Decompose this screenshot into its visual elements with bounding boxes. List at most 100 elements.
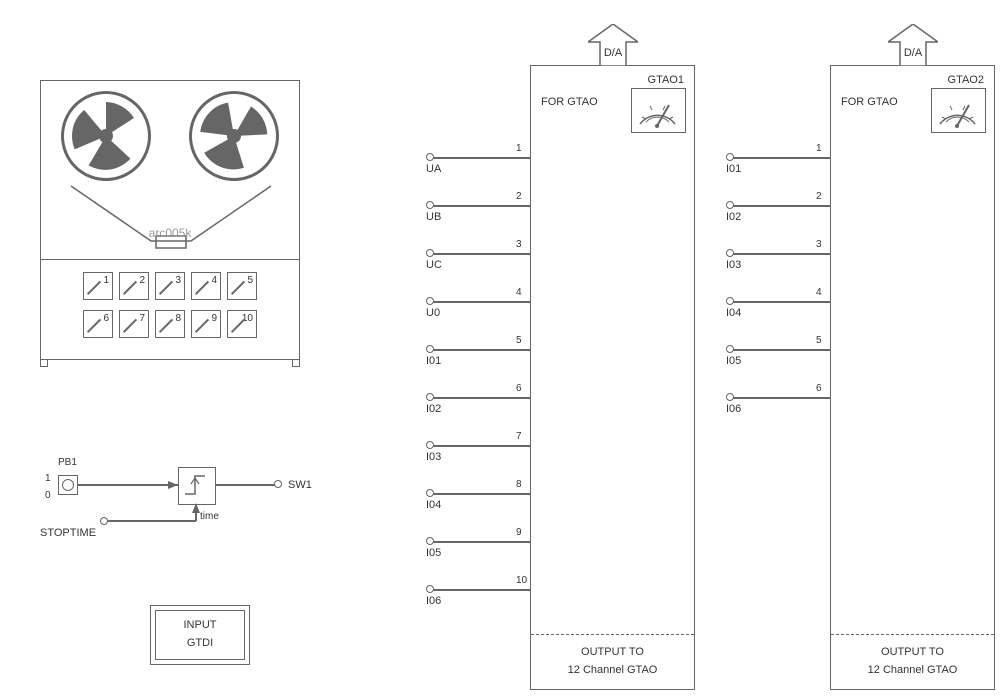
gtao-input-wire [430,397,530,399]
gtao-input-label: I04 [426,499,441,511]
gtao-input-node [426,201,434,209]
pb-button[interactable] [58,475,78,495]
gtao-input-wire [730,205,830,207]
gtao1-out1: OUTPUT TO [581,644,644,662]
gtao1-title: GTAO1 [648,74,684,86]
svg-text:D/A: D/A [903,47,922,59]
gtao-input-number: 6 [816,383,822,394]
pb-control-block: PB1 1 0 SW1 time STOPTIME [40,455,300,535]
gtao-input-number: 9 [516,527,522,538]
comparator-block [178,467,216,505]
gtao-input-node [426,489,434,497]
pb-name: PB1 [58,457,77,468]
gtao-input-wire [430,205,530,207]
gtao-input-wire [730,157,830,159]
gtao2-title: GTAO2 [948,74,984,86]
gtao-input-number: 7 [516,431,522,442]
gtao-input-number: 5 [816,335,822,346]
pb-val0: 0 [45,490,51,501]
slot: 7 [119,310,149,338]
gtao-input-number: 3 [516,239,522,250]
gtao-input-wire [430,541,530,543]
input-gtdi-line1: INPUT [184,617,217,635]
recorder-lower-panel: 12345 678910 [41,259,299,359]
gauge-icon-1 [631,88,686,133]
gtao-input-wire [730,301,830,303]
gtao-input-number: 5 [516,335,522,346]
wire-comp-out [216,484,276,486]
gtao2-out1: OUTPUT TO [881,644,944,662]
gtao-input-label: I01 [426,355,441,367]
recorder-label: arc005k [149,226,192,240]
slot: 3 [155,272,185,300]
sw1-label: SW1 [288,479,312,491]
time-label: time [200,511,219,522]
gtao-input-label: I06 [726,403,741,415]
gtao-input-node [726,249,734,257]
gtao-input-number: 2 [516,191,522,202]
gtao-input-wire [430,157,530,159]
diagram-canvas: arc005k 12345 678910 PB1 1 0 SW1 [20,20,980,679]
gtao-input-node [426,297,434,305]
gtao-input-wire [730,397,830,399]
gtao-input-label: U0 [426,307,440,319]
pb-val1: 1 [45,473,51,484]
slot: 4 [191,272,221,300]
da-arrow-1: D/A [588,24,638,66]
gtao2-subtitle: FOR GTAO [841,96,898,108]
gtao-input-number: 1 [816,143,822,154]
gtao-input-label: UB [426,211,441,223]
node-stoptime [100,517,108,525]
gtao-input-node [426,441,434,449]
gtao-input-number: 1 [516,143,522,154]
input-gtdi-block: INPUT GTDI [150,605,250,665]
gtao-input-node [426,393,434,401]
gtao-input-node [726,393,734,401]
input-gtdi-line2: GTDI [187,635,213,653]
slot: 6 [83,310,113,338]
gtao-input-wire [430,253,530,255]
gtao-input-wire [430,493,530,495]
gtao-input-wire [430,349,530,351]
gtao-input-node [726,201,734,209]
stoptime-label: STOPTIME [40,527,96,539]
gtao-input-node [426,249,434,257]
gtao1-output: OUTPUT TO 12 Channel GTAO [531,634,694,689]
node-sw1 [274,480,282,488]
gtao-input-wire [430,589,530,591]
gtao1-block: D/A GTAO1 FOR GTAO OUTPUT TO 12 Channel … [530,65,695,690]
slot: 2 [119,272,149,300]
gtao-input-wire [730,349,830,351]
wire-pb-comp [78,484,178,486]
gtao-input-wire [730,253,830,255]
gtao-input-label: I03 [726,259,741,271]
gtao-input-wire [430,301,530,303]
slot: 1 [83,272,113,300]
gtao-input-label: I02 [426,403,441,415]
slot: 10 [227,310,257,338]
wire-stoptime [108,520,196,522]
gtao-input-number: 8 [516,479,522,490]
gtao-input-label: I03 [426,451,441,463]
slot: 9 [191,310,221,338]
reel-left [61,91,151,181]
gtao-input-number: 4 [516,287,522,298]
gtao-input-number: 2 [816,191,822,202]
gtao2-block: D/A GTAO2 FOR GTAO OUTPUT TO 12 Channel … [830,65,995,690]
svg-text:D/A: D/A [603,47,622,59]
gauge-icon-2 [931,88,986,133]
gtao-input-node [726,345,734,353]
gtao2-out2: 12 Channel GTAO [868,662,958,680]
gtao-input-node [426,537,434,545]
da-arrow-2: D/A [888,24,938,66]
gtao-input-label: I05 [726,355,741,367]
gtao-input-label: UC [426,259,442,271]
slot: 5 [227,272,257,300]
gtao1-out2: 12 Channel GTAO [568,662,658,680]
gtao-input-number: 6 [516,383,522,394]
gtao1-subtitle: FOR GTAO [541,96,598,108]
slot: 8 [155,310,185,338]
gtao-input-number: 4 [816,287,822,298]
gtao-input-label: I05 [426,547,441,559]
tape-recorder-block: arc005k 12345 678910 [40,80,300,360]
